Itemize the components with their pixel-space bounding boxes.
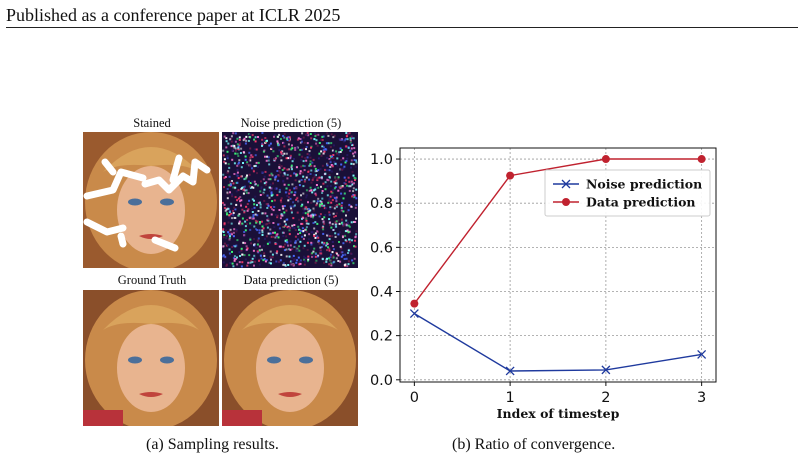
convergence-chart: 0.0 0.2 0.4 0.6 0.8 1.0 0 1 2 3 Index of timestep N… (370, 147, 717, 421)
legend-box (544, 169, 711, 217)
series-line-0 (414, 312, 702, 372)
header-rule (6, 27, 798, 28)
y-tick-label-0: 0.0 (370, 373, 393, 389)
x-tick-label-3: 3 (697, 390, 706, 406)
series-1-point-2 (601, 155, 610, 164)
caption-ratio-convergence: (b) Ratio of convergence. (452, 436, 616, 453)
y-tick-label-4: 0.8 (370, 196, 393, 212)
label-ground-truth: Ground Truth (117, 273, 187, 287)
x-tick-label-1: 1 (506, 390, 515, 406)
x-axis-label: Index of timestep (497, 406, 620, 421)
y-tick-label-5: 1.0 (370, 152, 393, 168)
series-0-point-0 (409, 309, 419, 319)
y-tick-label-1: 0.2 (370, 329, 393, 345)
noise-prediction-image (222, 132, 358, 268)
series-line-1 (413, 158, 702, 305)
stained-image (83, 132, 219, 268)
series-1-point-1 (506, 171, 515, 180)
label-data-prediction: Data prediction (5) (243, 273, 339, 287)
legend-label-1: Data prediction (586, 195, 696, 210)
series-0-point-1 (505, 366, 515, 376)
label-noise-prediction: Noise prediction (5) (240, 116, 342, 130)
caption-sampling-results: (a) Sampling results. (146, 436, 279, 453)
series-0-point-3 (697, 349, 707, 359)
legend-marker-0 (561, 179, 571, 189)
x-tick-label-2: 2 (601, 390, 610, 406)
label-stained: Stained (133, 116, 171, 130)
legend-label-0: Noise prediction (586, 177, 702, 192)
series-1-point-3 (697, 155, 706, 164)
series-1-point-0 (410, 299, 419, 308)
page-header: Published as a conference paper at ICLR … (6, 5, 341, 25)
data-prediction-image (222, 290, 358, 426)
series-0-point-2 (601, 365, 611, 375)
ground-truth-image (83, 290, 219, 426)
plot-frame (399, 147, 717, 383)
y-tick-label-3: 0.6 (370, 240, 393, 256)
x-tick-label-0: 0 (410, 390, 419, 406)
y-tick-label-2: 0.4 (370, 284, 393, 300)
legend-marker-1 (562, 198, 570, 206)
